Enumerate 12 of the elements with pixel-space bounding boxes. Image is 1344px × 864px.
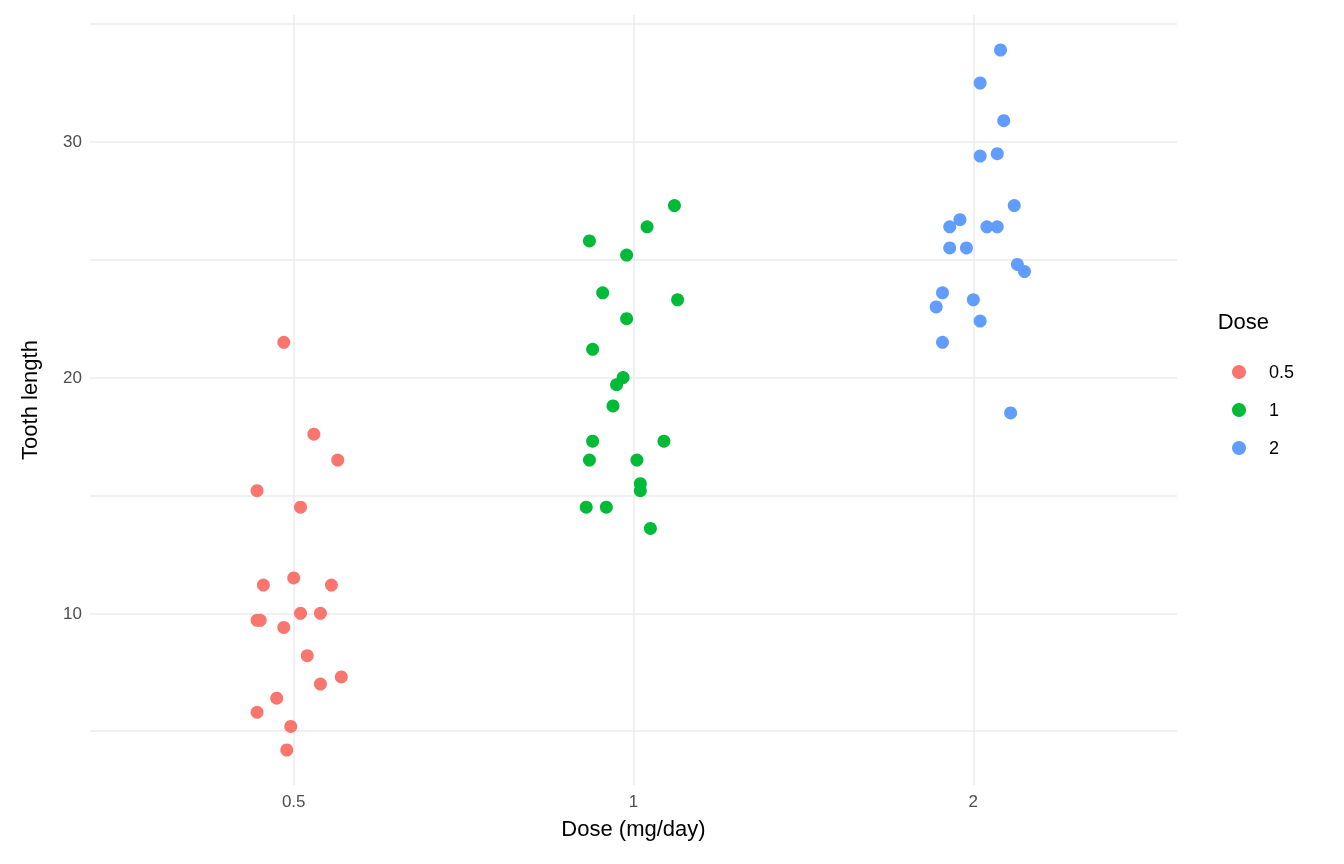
y-tick-label: 10 — [63, 603, 82, 623]
legend-title: Dose — [1217, 308, 1269, 334]
legend-label: 1 — [1268, 400, 1279, 420]
y-tick-label: 30 — [63, 132, 82, 152]
x-tick-label: 1 — [628, 792, 639, 811]
legend-label: 2 — [1268, 438, 1279, 458]
legend-label: 0.5 — [1268, 362, 1295, 382]
x-axis-title: Dose (mg/day) — [561, 815, 706, 841]
x-tick-label: 0.5 — [281, 792, 306, 811]
x-tick-label: 2 — [968, 792, 979, 811]
y-tick-label: 20 — [63, 368, 82, 388]
y-axis-title: Tooth length — [16, 340, 42, 460]
